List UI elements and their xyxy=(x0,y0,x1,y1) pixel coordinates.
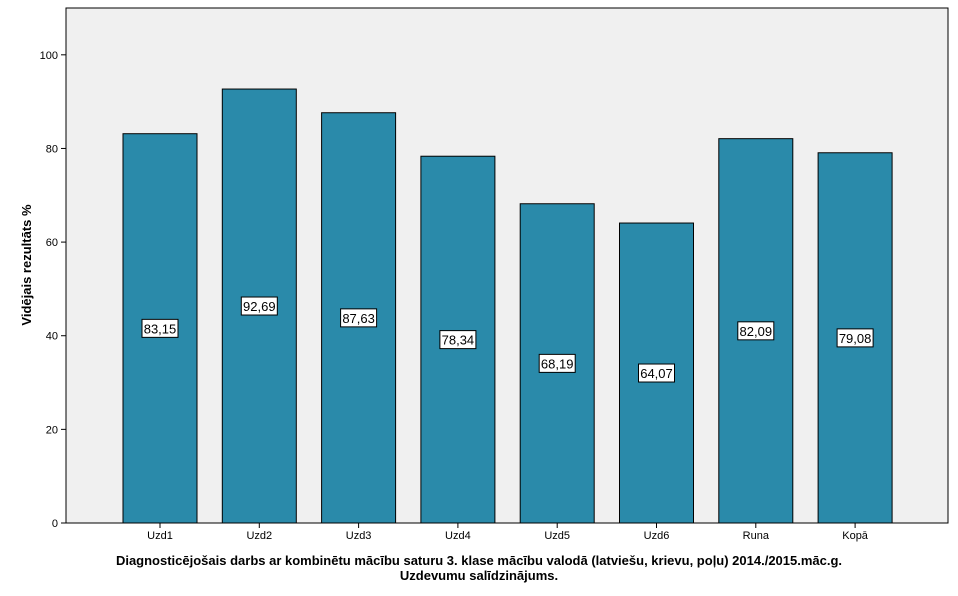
x-axis-label-line2: Uzdevumu salīdzinājums. xyxy=(399,568,559,583)
bar xyxy=(221,88,297,524)
data-label-box xyxy=(538,353,576,373)
data-label-box xyxy=(737,321,775,341)
y-tick-label: 80 xyxy=(46,143,58,155)
bars-group: 83,15 92,69 87,63 78,34 68,19 64,07 82,09 79,08 xyxy=(122,88,893,524)
data-label-box xyxy=(836,328,874,348)
data-label: 82,09 xyxy=(740,324,773,339)
data-label: 79,08 xyxy=(839,331,872,346)
y-axis-label: Vidējais rezultāts % xyxy=(19,204,34,326)
x-tick-label: Uzd5 xyxy=(544,530,570,542)
x-tick-label: Uzd4 xyxy=(445,530,471,542)
plot-area xyxy=(65,7,949,524)
x-tick-label: Uzd1 xyxy=(147,530,173,542)
y-axis: 0 20 40 60 80 100 xyxy=(40,50,66,530)
data-label: 87,63 xyxy=(342,311,375,326)
y-tick-label: 60 xyxy=(46,237,58,249)
y-tick-label: 40 xyxy=(46,331,58,343)
x-tick-label: Runa xyxy=(743,530,770,542)
data-label-box xyxy=(240,296,278,316)
y-tick-label: 0 xyxy=(52,518,58,530)
x-axis: Uzd1 Uzd2 Uzd3 Uzd4 Uzd5 Uzd6 Runa Kopā xyxy=(147,523,869,542)
x-tick-label: Uzd3 xyxy=(346,530,372,542)
y-tick-label: 20 xyxy=(46,424,58,436)
data-label: 92,69 xyxy=(243,299,276,314)
data-label-box xyxy=(638,363,675,383)
data-label-box xyxy=(141,318,179,338)
data-label: 64,07 xyxy=(640,366,673,381)
y-tick-label: 100 xyxy=(40,50,58,62)
data-label-box xyxy=(439,330,477,350)
data-label: 83,15 xyxy=(144,321,177,336)
x-axis-label-line1: Diagnosticējošais darbs ar kombinētu māc… xyxy=(115,553,843,568)
data-label: 68,19 xyxy=(541,356,574,371)
x-tick-label: Uzd2 xyxy=(246,530,272,542)
x-tick-label: Uzd6 xyxy=(644,530,670,542)
data-label-box xyxy=(340,308,378,328)
data-label: 78,34 xyxy=(442,333,475,348)
x-tick-label: Kopā xyxy=(842,530,869,542)
